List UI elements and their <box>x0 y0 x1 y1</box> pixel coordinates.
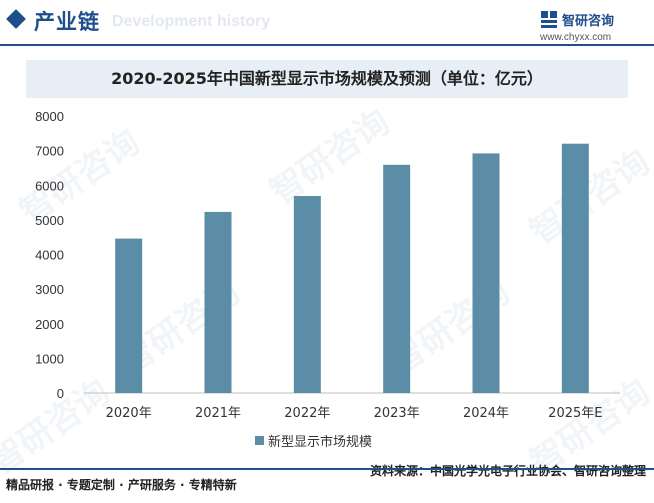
bar <box>204 211 232 393</box>
x-tick-label: 2025年E <box>548 406 602 421</box>
x-tick-label: 2024年 <box>463 406 509 421</box>
legend-label: 新型显示市场规模 <box>268 434 372 450</box>
y-tick-label: 5000 <box>35 213 64 228</box>
bar <box>293 195 321 393</box>
x-axis: 2020年 2021年 2022年 2023年 2024年 2025年E <box>106 406 603 421</box>
footer-divider <box>0 468 654 470</box>
legend-swatch <box>255 436 264 445</box>
y-tick-label: 3000 <box>35 282 64 297</box>
bar <box>383 164 411 393</box>
chart-title: 2020-2025年中国新型显示市场规模及预测（单位：亿元） <box>111 69 543 88</box>
y-tick-label: 2000 <box>35 317 64 332</box>
x-tick-label: 2020年 <box>106 406 152 421</box>
chart-title-bar: 2020-2025年中国新型显示市场规模及预测（单位：亿元） <box>26 60 628 98</box>
x-tick-label: 2022年 <box>284 406 330 421</box>
section-subtitle: Development history <box>112 13 271 30</box>
brand-name: 智研咨询 <box>562 14 615 29</box>
y-tick-label: 0 <box>57 386 64 401</box>
legend: 新型显示市场规模 <box>255 434 372 450</box>
y-tick-label: 8000 <box>35 109 64 124</box>
x-tick-label: 2021年 <box>195 406 241 421</box>
bar <box>472 153 500 393</box>
header-divider <box>0 44 654 46</box>
brand-url: www.chyxx.com <box>540 32 612 43</box>
brand-logo: 智研咨询 www.chyxx.com <box>540 8 640 44</box>
bars-group <box>115 143 589 393</box>
y-tick-label: 1000 <box>35 351 64 366</box>
bar <box>561 143 589 393</box>
source-note: 资料来源：中国光学光电子行业协会、智研咨询整理 <box>369 464 646 478</box>
y-tick-label: 6000 <box>35 178 64 193</box>
bar <box>115 238 143 393</box>
y-tick-label: 4000 <box>35 248 64 263</box>
footer-tagline: 精品研报 · 专题定制 · 产研服务 · 专精特新 <box>6 478 237 492</box>
x-tick-label: 2023年 <box>374 406 420 421</box>
section-title: 产业链 <box>34 10 100 34</box>
logo-icon <box>541 11 557 28</box>
header-bar: 产业链 Development history 智研咨询 www.chyxx.c… <box>0 0 654 50</box>
y-axis: 0 1000 2000 3000 4000 5000 6000 7000 8000 <box>35 109 64 401</box>
y-tick-label: 7000 <box>35 144 64 159</box>
